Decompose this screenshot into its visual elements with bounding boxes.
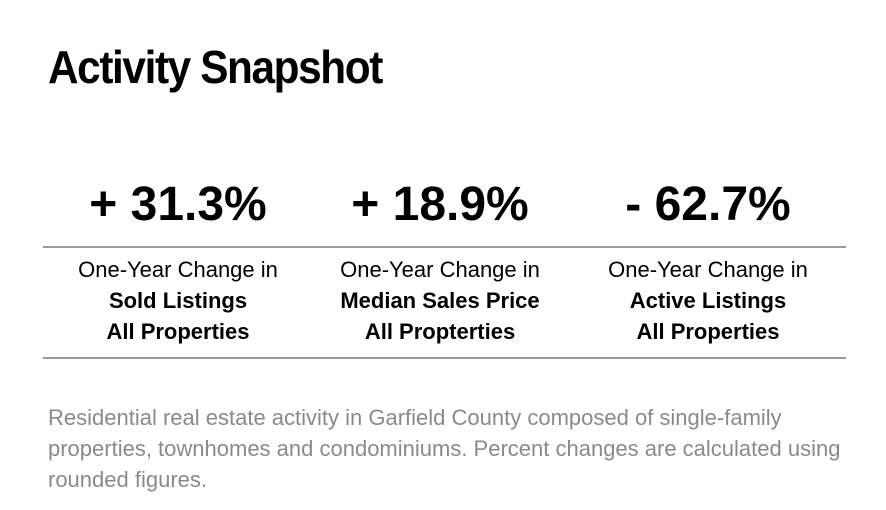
stat-values-row: + 31.3% + 18.9% - 62.7% xyxy=(43,175,846,235)
stat-label-scope: All Propterties xyxy=(364,319,516,344)
bottom-divider xyxy=(43,357,846,359)
stat-label-median-sales-price: One-Year Change in Median Sales Price Al… xyxy=(305,254,575,347)
stat-labels-row: One-Year Change in Sold Listings All Pro… xyxy=(43,254,846,350)
stat-label-metric: Sold Listings xyxy=(108,288,248,313)
stat-value-median-sales-price: + 18.9% xyxy=(351,178,529,231)
stat-label-active-listings: One-Year Change in Active Listings All P… xyxy=(573,254,843,347)
stat-value-active-listings: - 62.7% xyxy=(625,178,791,231)
stat-label-line1: One-Year Change in xyxy=(340,257,540,282)
stat-label-metric: Median Sales Price xyxy=(340,288,540,313)
stat-label-scope: All Properties xyxy=(106,319,250,344)
page-title: Activity Snapshot xyxy=(48,41,383,93)
stat-label-metric: Active Listings xyxy=(629,288,787,313)
stat-value-sold-listings: + 31.3% xyxy=(89,178,267,231)
stat-label-scope: All Properties xyxy=(636,319,780,344)
stat-label-sold-listings: One-Year Change in Sold Listings All Pro… xyxy=(43,254,313,347)
stat-label-line1: One-Year Change in xyxy=(608,257,808,282)
footnote: Residential real estate activity in Garf… xyxy=(48,405,841,492)
stat-label-line1: One-Year Change in xyxy=(78,257,278,282)
top-divider xyxy=(43,246,846,248)
